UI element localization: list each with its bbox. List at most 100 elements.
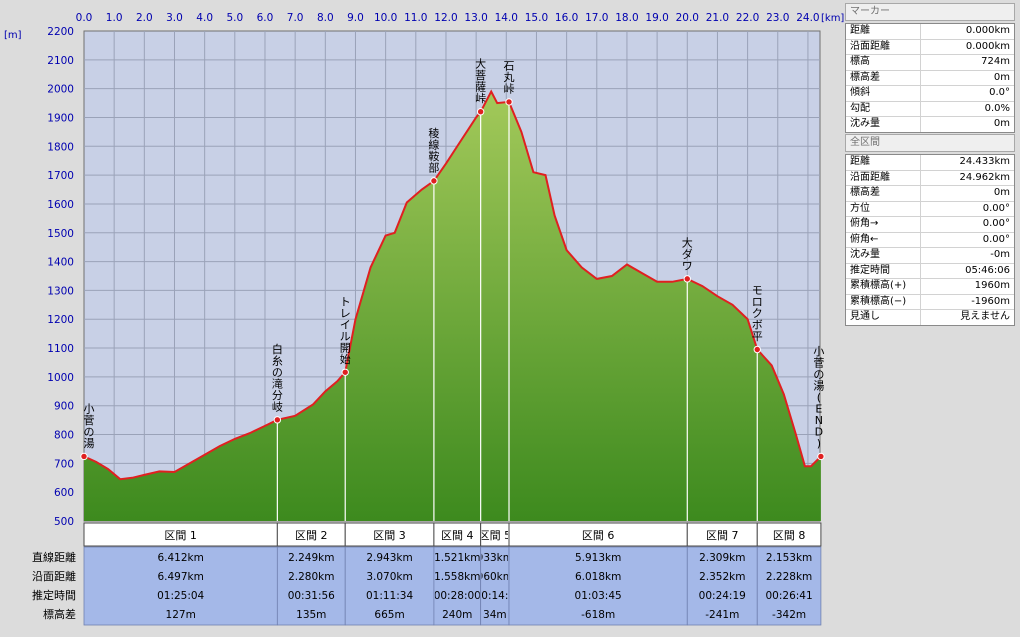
elevation-profile-line[interactable] — [83, 89, 822, 481]
marker_panel-row: 沿面距離 0.000km — [846, 39, 1014, 55]
y-tick-label: 1500 — [47, 228, 74, 240]
section-surface: 6.497km — [157, 571, 203, 583]
x-tick-label: 13.0 — [464, 12, 487, 24]
y-tick-label: 600 — [54, 487, 74, 499]
section-header-cell — [756, 522, 822, 547]
section-time: 00:31:56 — [288, 590, 335, 602]
y-tick-label: 1900 — [47, 112, 74, 124]
total_panel-row: 累積標高(−) -1960m — [846, 294, 1014, 310]
x-tick-label: 8.0 — [317, 12, 334, 24]
section-data-cell — [686, 546, 758, 626]
marker_panel-label: 沿面距離 — [846, 39, 921, 54]
marker_panel-label: 傾斜 — [846, 86, 921, 101]
marker_panel-value: 0.0° — [989, 87, 1010, 98]
total_panel-value: 24.962km — [959, 171, 1010, 183]
section-name: 区間 2 — [295, 529, 328, 542]
y-tick-label: 1100 — [47, 343, 74, 355]
section-elev: 34m — [483, 609, 507, 621]
annotation-label: モロクボ平 — [752, 284, 763, 343]
section-name: 区間 1 — [164, 529, 197, 542]
section-data-cell — [83, 546, 278, 626]
marker_panel-row: 標高 724m — [846, 55, 1014, 71]
x-tick-label: 7.0 — [287, 12, 304, 24]
marker_panel-row: 距離 0.000km — [846, 24, 1014, 40]
total_panel-value: 05:46:06 — [965, 264, 1010, 276]
section-time: 00:24:19 — [699, 590, 746, 602]
x-tick-label: 3.0 — [166, 12, 183, 24]
x-tick-label: 2.0 — [136, 12, 153, 24]
marker-panel: マーカー 距離 0.000km 沿面距離 0.000km 標高 724m 標高差 0m 傾斜 0.… — [845, 3, 1015, 133]
x-tick-label: 5.0 — [226, 12, 243, 24]
x-tick-label: 4.0 — [196, 12, 213, 24]
total_panel-row: 俯角→ 0.00° — [846, 217, 1014, 233]
y-tick-label: 700 — [54, 458, 74, 470]
marker_panel-value: 724m — [981, 56, 1010, 67]
annotation-label: 小菅の湯(E N D) — [813, 345, 824, 450]
marker_panel-value: 0.000km — [965, 40, 1010, 52]
waypoint-marker — [505, 98, 513, 106]
x-tick-label: 15.0 — [525, 12, 548, 24]
section-straight: 933km — [477, 552, 513, 564]
section-surface: 1.558km — [434, 571, 480, 583]
section-surface: 2.228km — [766, 571, 812, 583]
x-tick-label: 9.0 — [347, 12, 364, 24]
total_panel-value: -1960m — [971, 295, 1010, 307]
section-elev: 240m — [442, 609, 472, 621]
marker_panel-label: 距離 — [846, 24, 921, 39]
section-name: 区間 4 — [441, 529, 474, 542]
x-tick-label: 19.0 — [645, 12, 668, 24]
section-data-cell — [276, 546, 346, 626]
section-surface: 2.280km — [288, 571, 334, 583]
marker_panel-label: 勾配 — [846, 101, 921, 116]
section-name: 区間 5 — [479, 529, 512, 542]
y-tick-label: 1800 — [47, 141, 74, 153]
x-axis-unit: [km] — [821, 13, 844, 24]
x-tick-label: 18.0 — [615, 12, 638, 24]
x-tick-label: 6.0 — [257, 12, 274, 24]
marker_panel-label: 沈み量 — [846, 117, 921, 132]
waypoint-marker — [817, 452, 825, 461]
table-label-column — [0, 547, 84, 625]
section-name: 区間 3 — [373, 529, 406, 542]
section-data-cell — [433, 546, 482, 626]
x-tick-label: 16.0 — [555, 12, 578, 24]
total_panel-value: 0m — [993, 187, 1010, 198]
total_panel-label: 距離 — [846, 155, 921, 170]
total_panel-label: 方位 — [846, 201, 921, 216]
x-axis-ticks: 0.0 1.0 2.0 3.0 4.0 5.0 6.0 7.0 8.0 9.0 10.0 11.0 12… — [76, 12, 820, 24]
annotation-label: 石丸峠 — [504, 59, 515, 95]
total_panel-label: 見通し — [846, 310, 921, 325]
total_panel-row: 沿面距離 24.962km — [846, 170, 1014, 186]
waypoint-marker — [80, 452, 88, 461]
section-elev: 127m — [166, 609, 196, 621]
elevation-area — [84, 91, 821, 521]
marker_panel-label: 標高 — [846, 55, 921, 70]
total_panel-row: 累積標高(+) 1960m — [846, 279, 1014, 295]
y-tick-label: 1700 — [47, 170, 74, 182]
annotation-label: トレイル開始 — [340, 295, 351, 366]
elevation-chart[interactable]: 0.0 1.0 2.0 3.0 4.0 5.0 6.0 7.0 8.0 9.0 10.0 11.0 12… — [0, 0, 845, 637]
section-name: 区間 7 — [706, 529, 739, 542]
total_panel-label: 標高差 — [846, 186, 921, 201]
x-tick-label: 12.0 — [434, 12, 457, 24]
section-time: 01:11:34 — [366, 590, 413, 602]
section-data-cell — [344, 546, 435, 626]
waypoint-marker — [683, 275, 691, 283]
marker-panel-title: マーカー — [845, 3, 1015, 21]
y-tick-label: 500 — [54, 516, 74, 528]
annotation-label: 白糸の滝分岐 — [272, 342, 283, 414]
section-name: 区間 6 — [582, 529, 615, 542]
x-tick-label: 22.0 — [736, 12, 759, 24]
y-tick-label: 900 — [54, 401, 74, 413]
y-tick-label: 1000 — [47, 372, 74, 384]
section-dividers — [276, 101, 758, 521]
total_panel-label: 累積標高(−) — [846, 294, 921, 309]
total_panel-row: 方位 0.00° — [846, 201, 1014, 217]
section-time: 01:03:45 — [575, 590, 622, 602]
section-elev: 135m — [296, 609, 326, 621]
y-tick-label: 800 — [54, 430, 74, 442]
total_panel-row: 沈み量 -0m — [846, 248, 1014, 264]
total_panel-row: 見通し 見えません — [846, 310, 1014, 325]
waypoint-marker — [476, 108, 485, 116]
